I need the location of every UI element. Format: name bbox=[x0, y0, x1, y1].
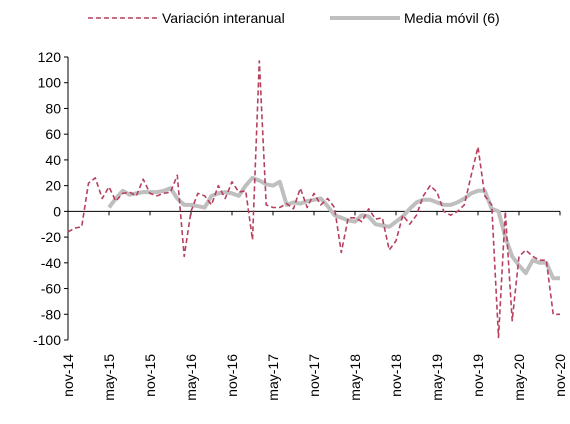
y-tick-label: -20 bbox=[41, 229, 61, 245]
legend-label: Variación interanual bbox=[162, 10, 285, 26]
y-tick-label: 0 bbox=[53, 203, 61, 219]
y-tick-label: -40 bbox=[41, 255, 61, 271]
x-tick-label: may-20 bbox=[511, 354, 527, 401]
x-tick-label: nov-18 bbox=[388, 354, 404, 397]
y-tick-label: 60 bbox=[45, 126, 61, 142]
series-line bbox=[67, 60, 560, 339]
x-tick-label: nov-19 bbox=[470, 354, 486, 397]
y-tick-label: 100 bbox=[38, 75, 62, 91]
x-tick-label: nov-17 bbox=[306, 354, 322, 397]
x-tick-label: nov-14 bbox=[60, 354, 76, 397]
y-tick-label: 40 bbox=[45, 152, 61, 168]
x-tick-label: may-15 bbox=[101, 354, 117, 401]
y-tick-label: 80 bbox=[45, 100, 61, 116]
y-tick-label: -100 bbox=[33, 332, 61, 348]
y-tick-label: -60 bbox=[41, 281, 61, 297]
y-tick-label: -80 bbox=[41, 306, 61, 322]
y-tick-label: 120 bbox=[38, 49, 62, 65]
x-tick-label: nov-15 bbox=[142, 354, 158, 397]
x-tick-label: nov-16 bbox=[224, 354, 240, 397]
x-tick-label: may-17 bbox=[265, 354, 281, 401]
legend-label: Media móvil (6) bbox=[404, 10, 500, 26]
x-tick-label: nov-20 bbox=[552, 354, 568, 397]
x-tick-label: may-16 bbox=[183, 354, 199, 401]
x-tick-label: may-18 bbox=[347, 354, 363, 401]
y-tick-label: 20 bbox=[45, 178, 61, 194]
x-tick-label: may-19 bbox=[429, 354, 445, 401]
